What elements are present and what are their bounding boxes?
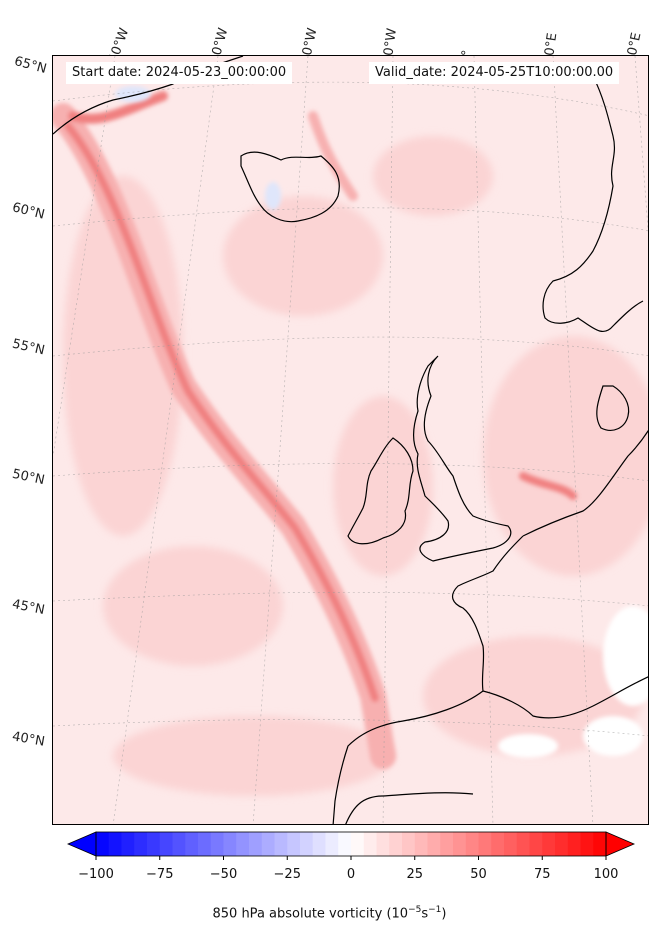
coast-ireland <box>347 437 414 545</box>
colorbar-label: 850 hPa absolute vorticity (10−5s−1) <box>212 905 447 922</box>
colorbar-cell <box>300 832 314 856</box>
field-neutral-patches <box>115 86 648 758</box>
colorbar-tick-label: −50 <box>210 867 237 882</box>
lat-label-65n: 65°N <box>12 54 49 77</box>
frontal-band <box>53 91 577 769</box>
colorbar-cell <box>465 832 479 856</box>
vorticity-map <box>53 56 648 824</box>
colorbar-tick-label: 25 <box>406 867 423 882</box>
colorbar-tick-label: 50 <box>470 867 487 882</box>
colorbar-tick-label: −25 <box>274 867 301 882</box>
colorbar-cell <box>236 832 250 856</box>
colorbar-cell <box>147 832 161 856</box>
colorbar-cell <box>198 832 212 856</box>
colorbar-cell <box>287 832 301 856</box>
colorbar-tick-label: 100 <box>594 867 619 882</box>
colorbar-cell <box>529 832 543 856</box>
coast-north-europe <box>522 430 648 537</box>
colorbar-cell <box>389 832 403 856</box>
colorbar-cells <box>96 832 607 856</box>
colorbar-cell <box>338 832 352 856</box>
colorbar-cell <box>542 832 556 856</box>
colorbar-cell <box>249 832 263 856</box>
coast-norway <box>542 75 644 332</box>
colorbar-cell <box>108 832 122 856</box>
colorbar-cell <box>121 832 135 856</box>
colorbar-cell <box>555 832 569 856</box>
graticule <box>53 56 648 824</box>
colorbar-tick-label: 0 <box>347 867 355 882</box>
colorbar-tick-label: 75 <box>534 867 551 882</box>
colorbar-cell <box>567 832 581 856</box>
start-date-label: Start date: 2024-05-23_00:00:00 <box>66 62 293 84</box>
colorbar-cell <box>440 832 454 856</box>
colorbar-cell <box>134 832 148 856</box>
coast-great-britain <box>412 355 512 562</box>
coast-france-iberia <box>332 535 524 824</box>
coast-africa <box>345 792 474 824</box>
colorbar-cell <box>363 832 377 856</box>
coastlines <box>53 56 648 824</box>
coast-mediterranean <box>482 676 648 719</box>
colorbar-cell <box>478 832 492 856</box>
colorbar-cell <box>172 832 186 856</box>
colorbar-cell <box>376 832 390 856</box>
lat-label-60n: 60°N <box>10 200 47 223</box>
lat-label-45n: 45°N <box>10 597 46 618</box>
colorbar-cell <box>593 832 607 856</box>
colorbar-cell <box>210 832 224 856</box>
coast-greenland <box>53 56 244 135</box>
coast-iceland <box>240 151 340 223</box>
colorbar-cell <box>414 832 428 856</box>
colorbar-cell <box>427 832 441 856</box>
lat-label-50n: 50°N <box>10 466 46 489</box>
colorbar-cell <box>453 832 467 856</box>
colorbar-cell <box>223 832 237 856</box>
map-frame <box>52 55 649 825</box>
colorbar-cell <box>504 832 518 856</box>
colorbar-cell <box>96 832 110 856</box>
lat-label-40n: 40°N <box>10 729 46 750</box>
colorbar-ticks: −100 −75 −50 −25 0 25 50 75 100 <box>78 856 618 882</box>
colorbar-extend-high <box>605 831 636 857</box>
coast-denmark <box>596 385 630 431</box>
colorbar-cell <box>325 832 339 856</box>
colorbar-cell <box>491 832 505 856</box>
colorbar-tick-label: −75 <box>146 867 173 882</box>
colorbar-cell <box>402 832 416 856</box>
colorbar-cell <box>159 832 173 856</box>
colorbar-cell <box>580 832 594 856</box>
valid-date-label: Valid_date: 2024-05-25T10:00:00.00 <box>369 62 620 84</box>
lat-label-55n: 55°N <box>10 336 47 359</box>
colorbar: −100 −75 −50 −25 0 25 50 75 100 <box>66 831 636 882</box>
colorbar-cell <box>261 832 275 856</box>
colorbar-extend-low <box>66 831 97 857</box>
colorbar-cell <box>185 832 199 856</box>
colorbar-cell <box>516 832 530 856</box>
colorbar-cell <box>312 832 326 856</box>
colorbar-cell <box>351 832 365 856</box>
colorbar-tick-label: −100 <box>78 867 114 882</box>
colorbar-cell <box>274 832 288 856</box>
